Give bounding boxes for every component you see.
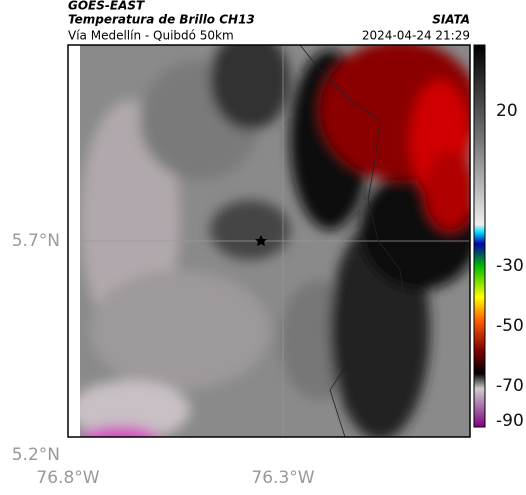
source: GOES-EAST xyxy=(68,0,145,13)
colorbar-label: -90 xyxy=(496,411,524,431)
map-image xyxy=(80,45,470,437)
lon-label: 76.3°W xyxy=(251,468,314,488)
datetime: 2024-04-24 21:29 xyxy=(362,29,470,43)
lat-label: 5.7°N xyxy=(12,231,60,251)
lat-label: 5.2°N xyxy=(12,445,60,465)
subtitle: Vía Medellín - Quibdó 50km xyxy=(68,29,234,43)
colorbar-label: 20 xyxy=(496,101,518,121)
org: SIATA xyxy=(432,13,470,27)
colorbar-label: -70 xyxy=(496,376,524,396)
colorbar-label: -50 xyxy=(496,316,524,336)
colorbar xyxy=(473,44,486,428)
colorbar-label: -30 xyxy=(496,256,524,276)
lon-label: 76.8°W xyxy=(36,468,99,488)
title: Temperatura de Brillo CH13 xyxy=(68,13,255,27)
map-frame xyxy=(67,44,471,438)
